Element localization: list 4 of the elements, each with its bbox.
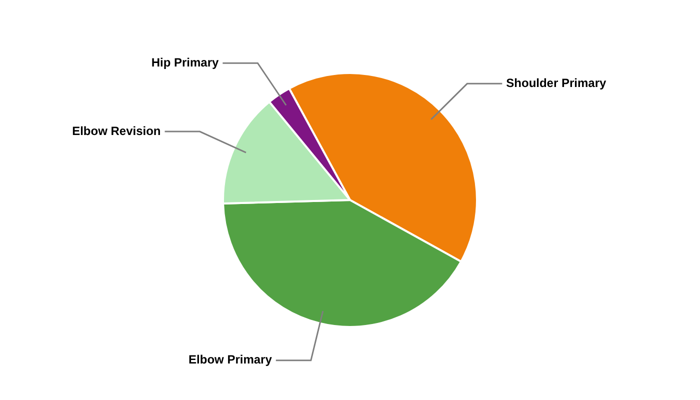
slice-label: Elbow Primary <box>188 352 272 367</box>
slice-label: Shoulder Primary <box>506 76 607 90</box>
slice-label: Elbow Revision <box>72 124 161 138</box>
slice-label: Hip Primary <box>151 55 220 70</box>
